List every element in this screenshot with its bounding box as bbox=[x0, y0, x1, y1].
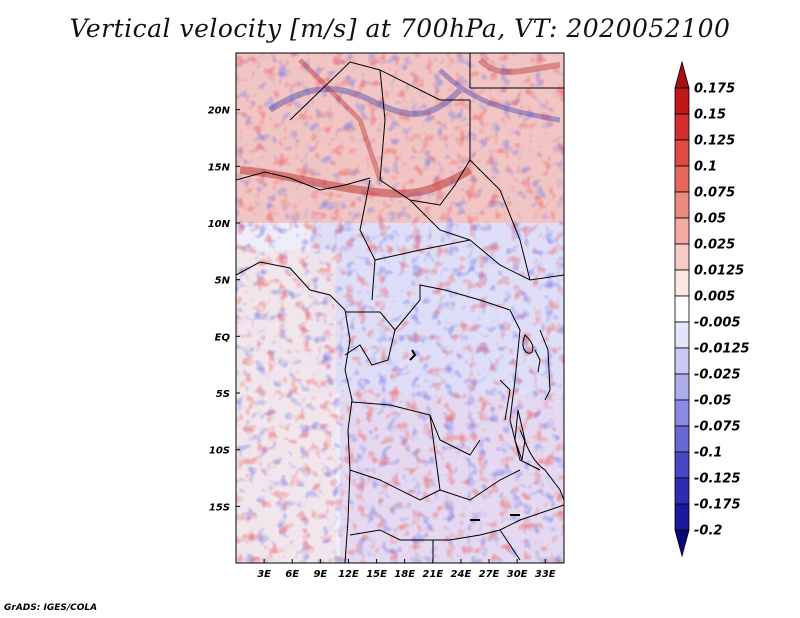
colorbar-label: 0.175 bbox=[694, 82, 735, 97]
colorbar-label: -0.125 bbox=[694, 472, 741, 487]
colorbar-label: -0.05 bbox=[694, 394, 731, 409]
lakes bbox=[514, 334, 541, 461]
colorbar-label: 0.1 bbox=[694, 160, 717, 175]
colorbar-label: -0.175 bbox=[694, 498, 741, 513]
colorbar: 0.175 0.15 0.125 0.1 0.075 0.05 0.025 0.0125 0.0… bbox=[674, 60, 750, 558]
x-tick-label: 30E bbox=[507, 569, 528, 580]
colorbar-swatch bbox=[674, 139, 690, 167]
y-tick-label: 10S bbox=[209, 446, 230, 457]
colorbar-swatch bbox=[674, 321, 690, 349]
colorbar-swatch bbox=[674, 191, 690, 219]
chart-title: Vertical velocity [m/s] at 700hPa, VT: 2… bbox=[69, 14, 731, 43]
x-tick-label: 9E bbox=[313, 569, 327, 580]
x-tick-label: 24E bbox=[451, 569, 472, 580]
x-tick-label: 27E bbox=[479, 569, 500, 580]
x-tick-label: 6E bbox=[285, 569, 299, 580]
colorbar-swatch bbox=[674, 269, 690, 297]
x-tick-label: 3E bbox=[257, 569, 271, 580]
colorbar-swatch bbox=[674, 399, 690, 427]
colorbar-swatch bbox=[674, 217, 690, 245]
colorbar-swatch bbox=[674, 295, 690, 323]
y-tick-label: 5N bbox=[215, 276, 231, 287]
colorbar-swatch bbox=[674, 60, 690, 89]
x-tick-label: 33E bbox=[535, 569, 556, 580]
colorbar-swatch bbox=[674, 451, 690, 479]
colorbar-label: 0.0125 bbox=[694, 264, 744, 279]
colorbar-swatch bbox=[674, 477, 690, 505]
colorbar-label: 0.05 bbox=[694, 212, 726, 227]
noise-fine bbox=[236, 53, 564, 563]
y-tick-label: 20N bbox=[208, 106, 231, 117]
colorbar-swatch bbox=[674, 373, 690, 401]
y-axis: 20N 15N 10N 5N EQ 5S 10S 15S bbox=[208, 106, 240, 513]
x-tick-label: 21E bbox=[422, 569, 443, 580]
colorbar-swatch bbox=[674, 425, 690, 453]
plot-frame bbox=[235, 52, 565, 564]
colorbar-swatch bbox=[674, 503, 690, 531]
colorbar-swatch bbox=[674, 243, 690, 271]
colorbar-label: 0.075 bbox=[694, 186, 735, 201]
colorbar-label: -0.025 bbox=[694, 368, 741, 383]
colorbar-swatch bbox=[674, 529, 690, 558]
x-axis: 3E 6E 9E 12E 15E 18E 21E 24E 27E 30E 33E bbox=[257, 559, 556, 580]
plot-area bbox=[236, 53, 564, 563]
colorbar-label: -0.1 bbox=[694, 446, 722, 461]
y-tick-label: EQ bbox=[215, 332, 231, 343]
colorbar-swatch bbox=[674, 113, 690, 141]
colorbar-label: -0.075 bbox=[694, 420, 741, 435]
y-tick-label: 10N bbox=[208, 219, 231, 230]
x-tick-label: 12E bbox=[338, 569, 359, 580]
colorbar-label: 0.005 bbox=[694, 290, 735, 305]
x-tick-label: 18E bbox=[394, 569, 415, 580]
colorbar-swatch bbox=[674, 347, 690, 375]
boundaries bbox=[236, 53, 564, 563]
colorbar-label: 0.025 bbox=[694, 238, 735, 253]
colorbar-label: 0.15 bbox=[694, 108, 726, 123]
colorbar-label: -0.0125 bbox=[694, 342, 750, 357]
y-tick-label: 15N bbox=[208, 162, 231, 173]
colorbar-label: -0.2 bbox=[694, 524, 722, 539]
x-tick-label: 15E bbox=[366, 569, 387, 580]
footer-credit: GrADS: IGES/COLA bbox=[4, 603, 98, 613]
colorbar-label: 0.125 bbox=[694, 134, 735, 149]
y-tick-label: 15S bbox=[209, 502, 230, 513]
colorbar-label: -0.005 bbox=[694, 316, 741, 331]
y-tick-label: 5S bbox=[216, 389, 230, 400]
colorbar-swatch bbox=[674, 165, 690, 193]
colorbar-swatch bbox=[674, 87, 690, 115]
